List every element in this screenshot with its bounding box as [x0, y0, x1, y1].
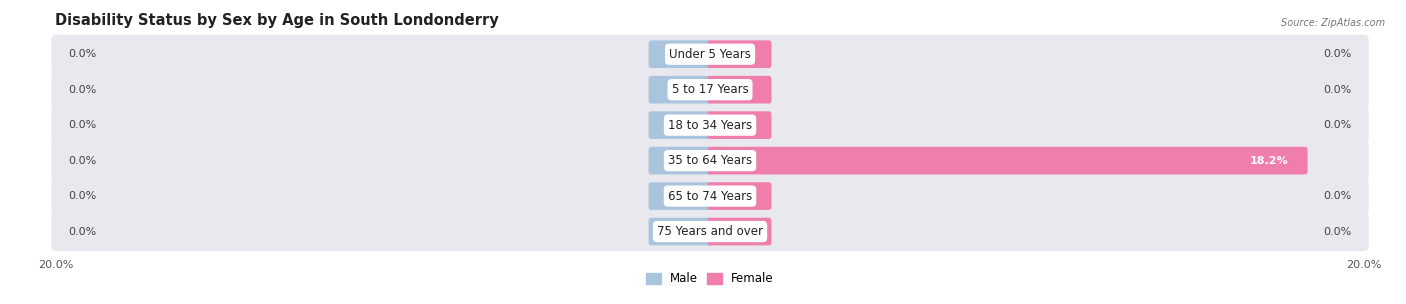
- FancyBboxPatch shape: [648, 182, 713, 210]
- Text: 0.0%: 0.0%: [69, 120, 97, 130]
- Text: 35 to 64 Years: 35 to 64 Years: [668, 154, 752, 167]
- Text: 65 to 74 Years: 65 to 74 Years: [668, 190, 752, 202]
- FancyBboxPatch shape: [52, 141, 1368, 180]
- FancyBboxPatch shape: [52, 70, 1368, 109]
- Legend: Male, Female: Male, Female: [641, 268, 779, 290]
- Text: Disability Status by Sex by Age in South Londonderry: Disability Status by Sex by Age in South…: [55, 13, 499, 28]
- FancyBboxPatch shape: [52, 177, 1368, 216]
- FancyBboxPatch shape: [648, 40, 713, 68]
- FancyBboxPatch shape: [52, 212, 1368, 251]
- Text: 0.0%: 0.0%: [1323, 85, 1351, 95]
- Text: Source: ZipAtlas.com: Source: ZipAtlas.com: [1281, 18, 1385, 28]
- FancyBboxPatch shape: [52, 35, 1368, 74]
- FancyBboxPatch shape: [707, 111, 772, 139]
- Text: 0.0%: 0.0%: [1323, 49, 1351, 59]
- Text: Under 5 Years: Under 5 Years: [669, 48, 751, 61]
- Text: 18 to 34 Years: 18 to 34 Years: [668, 119, 752, 132]
- FancyBboxPatch shape: [707, 76, 772, 104]
- Text: 0.0%: 0.0%: [69, 49, 97, 59]
- Text: 75 Years and over: 75 Years and over: [657, 225, 763, 238]
- FancyBboxPatch shape: [648, 147, 713, 174]
- FancyBboxPatch shape: [648, 218, 713, 245]
- Text: 0.0%: 0.0%: [69, 156, 97, 166]
- Text: 0.0%: 0.0%: [69, 191, 97, 201]
- Text: 0.0%: 0.0%: [1323, 191, 1351, 201]
- FancyBboxPatch shape: [707, 40, 772, 68]
- Text: 0.0%: 0.0%: [69, 85, 97, 95]
- Text: 0.0%: 0.0%: [1323, 226, 1351, 237]
- Text: 0.0%: 0.0%: [69, 226, 97, 237]
- Text: 0.0%: 0.0%: [1323, 120, 1351, 130]
- Text: 5 to 17 Years: 5 to 17 Years: [672, 83, 748, 96]
- FancyBboxPatch shape: [648, 76, 713, 104]
- FancyBboxPatch shape: [52, 106, 1368, 145]
- FancyBboxPatch shape: [707, 147, 1308, 174]
- FancyBboxPatch shape: [707, 218, 772, 245]
- Text: 18.2%: 18.2%: [1250, 156, 1289, 166]
- FancyBboxPatch shape: [707, 182, 772, 210]
- FancyBboxPatch shape: [648, 111, 713, 139]
